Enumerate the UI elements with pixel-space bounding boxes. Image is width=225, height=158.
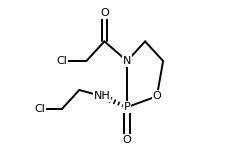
- Text: O: O: [100, 8, 108, 18]
- Text: NH: NH: [93, 91, 110, 101]
- Text: Cl: Cl: [34, 104, 45, 114]
- Text: Cl: Cl: [56, 56, 67, 66]
- Text: P: P: [123, 102, 130, 112]
- Text: O: O: [152, 91, 160, 101]
- Text: N: N: [122, 56, 131, 66]
- Text: O: O: [122, 135, 131, 145]
